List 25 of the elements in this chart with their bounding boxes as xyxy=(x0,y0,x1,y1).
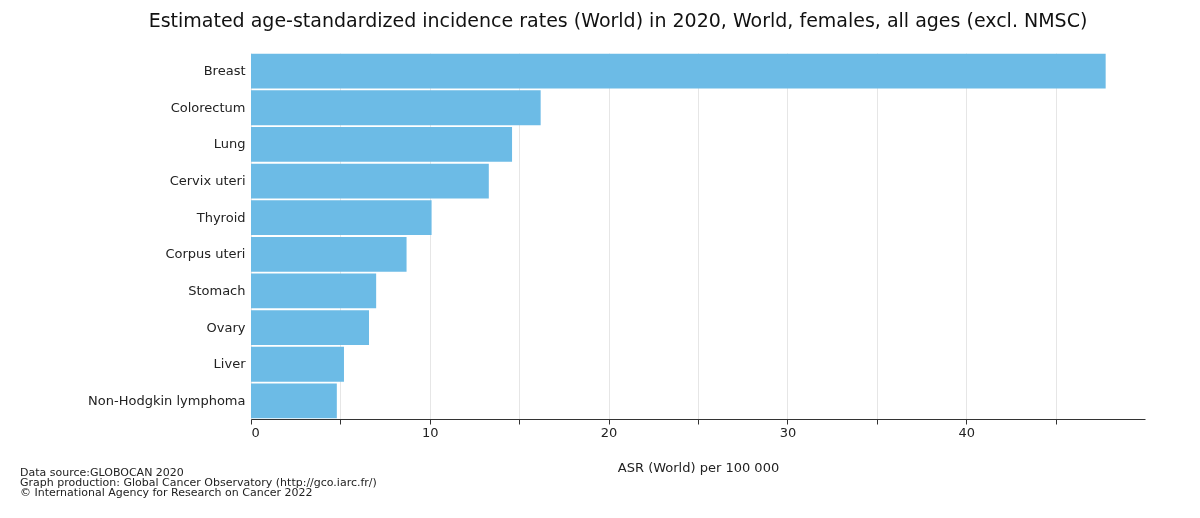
x-tick-label: 10 xyxy=(422,424,439,440)
y-tick-label: Colorectum xyxy=(170,99,246,115)
y-tick-label: Stomach xyxy=(188,282,246,298)
bar xyxy=(251,273,377,309)
y-tick-label: Corpus uteri xyxy=(165,246,246,262)
x-axis-title: ASR (World) per 100 000 xyxy=(617,459,780,475)
y-tick-label: Non-Hodgkin lymphoma xyxy=(88,392,246,408)
bar xyxy=(251,163,489,199)
y-tick-label: Lung xyxy=(213,136,246,152)
y-tick-label: Liver xyxy=(213,356,247,372)
x-tick-label: 30 xyxy=(779,424,797,440)
x-tick-label: 0 xyxy=(251,424,260,440)
y-tick-label: Cervix uteri xyxy=(169,173,246,189)
x-tick-label: 40 xyxy=(958,424,975,440)
bar xyxy=(251,200,432,236)
bar xyxy=(251,127,513,162)
bar xyxy=(251,310,370,345)
text: Graph production: Global Cancer Observatory (http://gco.iarc.fr/) xyxy=(20,476,377,489)
chart-title: Estimated age-standardized incidence rates (World) in 2020, World, females, all ages (excl. NMSC) xyxy=(148,9,1088,31)
y-tick-label: Breast xyxy=(203,63,246,79)
y-tick-label: Ovary xyxy=(206,319,246,335)
source-note: Data source:GLOBOCAN 2020 xyxy=(20,466,184,479)
x-tick-label: 20 xyxy=(600,424,618,440)
bar xyxy=(251,236,407,272)
y-tick-label: Thyroid xyxy=(195,209,246,225)
